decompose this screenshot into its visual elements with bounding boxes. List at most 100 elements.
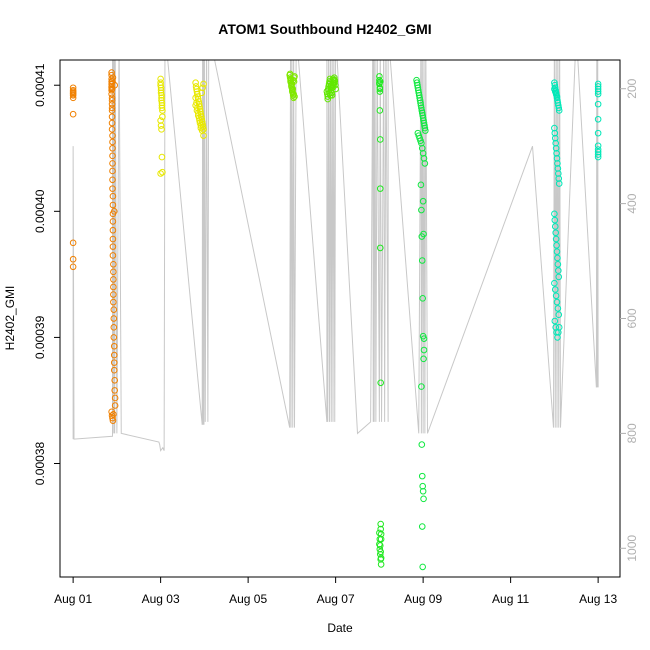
- data-point: [555, 104, 563, 112]
- data-point: [554, 165, 562, 172]
- data-point: [553, 248, 561, 255]
- data-point: [552, 235, 560, 243]
- data-point: [110, 291, 117, 298]
- data-point: [110, 351, 118, 359]
- data-point: [420, 230, 427, 238]
- series-aug-08: [376, 73, 385, 568]
- data-point: [108, 107, 116, 114]
- data-point: [110, 342, 118, 350]
- data-point: [158, 92, 165, 99]
- y-tick-label: 0.00041: [33, 63, 47, 107]
- data-point: [159, 107, 166, 114]
- data-point: [157, 117, 164, 124]
- data-point: [552, 229, 559, 237]
- data-point: [553, 150, 560, 157]
- data-point: [551, 216, 559, 224]
- data-point: [376, 551, 384, 558]
- data-point: [110, 208, 118, 215]
- data-point: [331, 74, 338, 81]
- data-point: [419, 482, 426, 490]
- data-point: [108, 90, 115, 98]
- data-point: [109, 218, 117, 225]
- data-point: [551, 223, 559, 230]
- data-point: [418, 523, 426, 530]
- x-tick-label: Aug 09: [404, 592, 442, 606]
- data-point: [376, 78, 384, 85]
- data-point: [159, 113, 166, 121]
- data-point: [157, 81, 164, 89]
- data-point: [111, 394, 119, 402]
- data-point: [109, 243, 117, 250]
- data-point: [330, 80, 338, 88]
- y-axis-label: H2402_GMI: [3, 286, 17, 351]
- y-right-tick-label: 600: [625, 308, 639, 328]
- data-point: [157, 89, 165, 97]
- data-point: [327, 92, 334, 99]
- data-point: [594, 83, 602, 90]
- data-point: [109, 201, 117, 209]
- data-point: [200, 132, 207, 139]
- data-point: [328, 84, 336, 92]
- data-point: [110, 268, 117, 276]
- series-aug-06: [286, 70, 298, 102]
- data-point: [555, 267, 562, 274]
- data-point: [421, 124, 429, 132]
- data-point: [552, 144, 560, 152]
- data-point: [376, 244, 384, 252]
- data-point: [109, 144, 116, 152]
- data-point: [555, 107, 563, 114]
- data-point: [108, 100, 116, 108]
- data-point: [200, 80, 207, 88]
- x-axis-label: Date: [327, 621, 353, 635]
- series-aug-02: [108, 69, 119, 424]
- data-point: [110, 366, 118, 374]
- series-aug-12: [551, 79, 563, 341]
- data-point: [158, 97, 165, 104]
- data-point: [422, 127, 429, 134]
- data-point: [109, 252, 117, 259]
- data-point: [157, 84, 165, 92]
- data-point: [109, 414, 116, 422]
- data-point: [594, 146, 602, 153]
- series-aug-07: [323, 74, 339, 103]
- data-point: [69, 263, 77, 271]
- y-axis: 0.00038 0.00039 0.00040 0.00041: [33, 63, 60, 485]
- data-point: [551, 134, 559, 142]
- data-point: [551, 286, 559, 293]
- data-point: [553, 155, 561, 162]
- data-point: [108, 97, 116, 104]
- data-point: [109, 78, 116, 85]
- x-tick-label: Aug 07: [317, 592, 355, 606]
- data-point: [109, 235, 117, 243]
- y-right-tick-label: 1000: [625, 535, 639, 562]
- data-point: [377, 548, 384, 556]
- data-point: [419, 197, 427, 205]
- chart-title: ATOM1 Southbound H2402_GMI: [218, 21, 431, 37]
- data-point: [554, 160, 561, 167]
- data-point: [551, 210, 558, 218]
- data-point: [159, 168, 166, 176]
- data-point: [111, 387, 118, 394]
- data-point: [108, 85, 116, 93]
- data-point: [157, 86, 165, 94]
- series-aug-13: [594, 80, 602, 161]
- data-point: [376, 107, 384, 114]
- y-right-tick-label: 800: [625, 423, 639, 443]
- data-point: [110, 411, 117, 418]
- data-point: [420, 355, 427, 363]
- data-point: [109, 152, 116, 160]
- series-aug-04: [192, 79, 207, 139]
- data-point: [553, 298, 561, 306]
- data-point: [376, 136, 384, 143]
- data-point: [420, 495, 427, 503]
- data-point: [376, 529, 383, 537]
- data-point: [554, 260, 562, 268]
- data-point: [553, 242, 560, 249]
- x-tick-label: Aug 13: [579, 592, 617, 606]
- data-point: [157, 122, 165, 129]
- x-tick-label: Aug 03: [142, 592, 180, 606]
- data-point: [377, 520, 384, 528]
- data-point: [377, 554, 385, 562]
- data-point: [110, 334, 118, 341]
- data-point: [111, 402, 119, 409]
